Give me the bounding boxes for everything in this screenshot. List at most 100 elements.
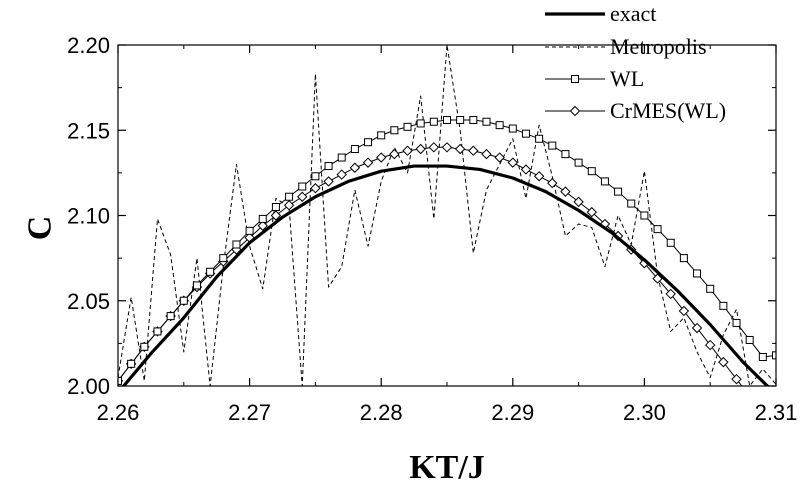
wl-point [390, 126, 399, 135]
crmes-point [573, 196, 584, 208]
crmes-point [520, 164, 532, 175]
wl-point [666, 238, 675, 247]
wl-point [140, 342, 149, 351]
crmes-point [691, 322, 703, 334]
wl-point [469, 116, 478, 125]
crmes-point [745, 392, 754, 401]
crmes-point [441, 142, 453, 153]
wl-point [285, 192, 294, 201]
wl-point [350, 145, 359, 154]
wl-point [219, 254, 228, 263]
legend-item: Metropolis [545, 34, 707, 59]
wl-point [521, 129, 530, 138]
wl-point [456, 116, 465, 125]
wl-point [271, 202, 280, 211]
series-crmes-wl [118, 142, 754, 401]
y-tick-label: 2.10 [67, 204, 110, 229]
legend: exact Metropolis WL CrMES(WL) [545, 1, 726, 123]
legend-item: exact [545, 1, 656, 26]
legend-label: WL [610, 66, 644, 91]
series-wl [118, 116, 776, 385]
crmes-point [402, 145, 413, 156]
crmes-point [704, 339, 716, 351]
wl-point [153, 327, 162, 336]
crmes-point [507, 157, 519, 168]
y-tick-label: 2.20 [67, 33, 110, 58]
wl-point [772, 351, 776, 360]
wl-point [548, 141, 557, 150]
wl-point [482, 117, 491, 126]
x-tick-label: 2.26 [97, 400, 140, 425]
crmes-point [665, 288, 676, 300]
crmes-point [283, 200, 295, 211]
y-tick-label: 2.15 [67, 118, 110, 143]
crmes-point [257, 220, 268, 231]
wl-point [561, 150, 570, 159]
crmes-point [533, 171, 545, 182]
wl-point [693, 269, 702, 278]
crmes-point [454, 143, 466, 155]
crmes-point [428, 142, 440, 153]
x-tick-label: 2.29 [491, 400, 534, 425]
crmes-point [323, 176, 334, 187]
y-tick-label: 2.00 [67, 374, 110, 399]
wl-point [535, 134, 544, 143]
wl-point [640, 211, 649, 220]
wl-point [429, 117, 438, 126]
crmes-point [270, 210, 282, 221]
x-axis-title: KT/J [409, 449, 485, 486]
wl-point [324, 162, 333, 171]
legend-label: exact [610, 1, 656, 26]
wl-point [258, 214, 267, 223]
wl-point [679, 254, 688, 263]
plot-frame [117, 44, 777, 387]
wl-point [416, 119, 425, 128]
wl-point [627, 199, 636, 208]
series-metropolis [118, 45, 776, 386]
wl-point [206, 267, 215, 276]
wl-point [166, 312, 175, 321]
legend-item: WL [545, 66, 644, 91]
crmes-point [362, 157, 374, 168]
wl-point [403, 122, 412, 131]
crmes-point [678, 305, 690, 317]
x-tick-label: 2.31 [755, 400, 798, 425]
wl-point [192, 281, 201, 290]
crmes-point [569, 105, 581, 117]
legend-label: Metropolis [610, 34, 707, 59]
wl-point [377, 131, 386, 140]
wl-point [364, 138, 373, 147]
crmes-point [731, 373, 742, 385]
series-exact [121, 164, 770, 386]
wl-point [706, 284, 715, 293]
wl-point [571, 75, 579, 83]
x-tick-label: 2.30 [623, 400, 666, 425]
crmes-point [481, 148, 492, 160]
crmes-point [415, 143, 426, 155]
series-line [118, 45, 776, 386]
wl-point [311, 172, 320, 181]
wl-point [614, 187, 623, 196]
y-tick-label: 2.05 [67, 289, 110, 314]
legend-label: CrMES(WL) [610, 98, 726, 123]
wl-point [495, 121, 504, 130]
wl-point [179, 296, 188, 305]
crmes-point [494, 152, 505, 163]
crmes-point [375, 152, 387, 163]
wl-point [127, 359, 136, 368]
wl-point [337, 153, 346, 162]
wl-point [587, 167, 596, 176]
series-line [118, 119, 776, 382]
wl-point [732, 318, 741, 327]
crmes-point [560, 186, 571, 197]
crmes-point [349, 162, 361, 173]
legend-item: CrMES(WL) [545, 98, 726, 123]
axis-ticks: 2.26 2.27 2.28 2.29 2.30 2.31 2.00 2.05 2.10 2.15… [67, 33, 797, 425]
wl-point [298, 182, 307, 191]
wl-point [443, 116, 451, 125]
wl-point [245, 226, 254, 235]
wl-point [574, 158, 583, 167]
crmes-point [586, 206, 597, 218]
crmes-point [718, 356, 729, 368]
